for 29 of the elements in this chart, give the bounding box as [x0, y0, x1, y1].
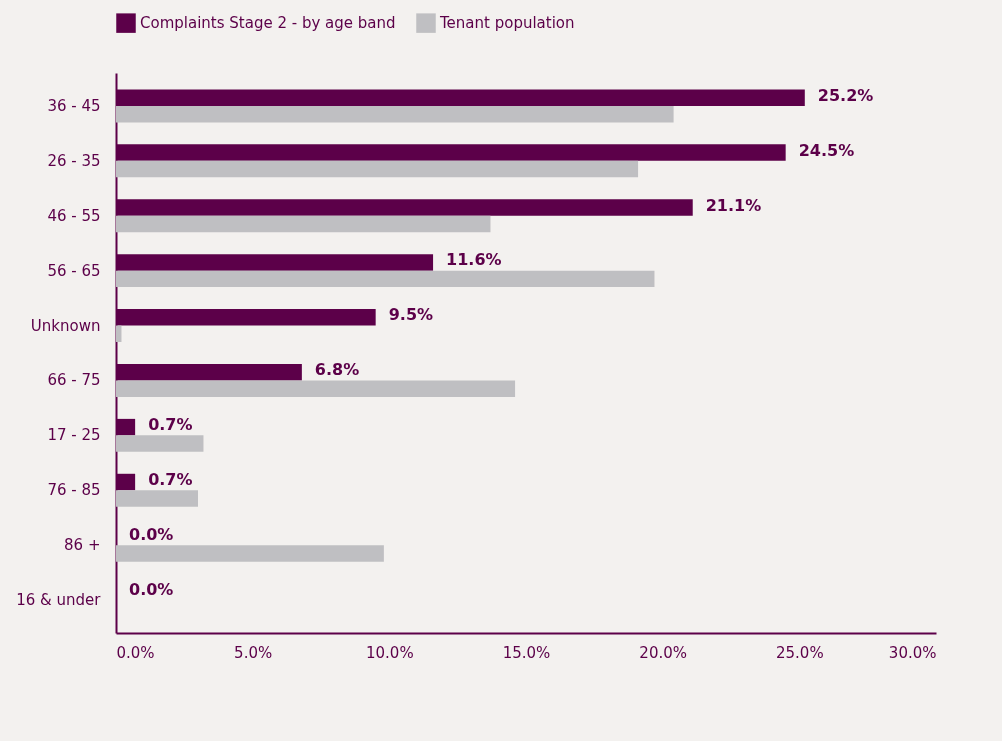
x-tick-label: 20.0%: [639, 643, 687, 662]
data-label: 6.8%: [314, 360, 360, 380]
y-tick-label: 86 +: [64, 536, 101, 555]
data-label: 21.1%: [705, 195, 762, 215]
y-tick-label: 16 & under: [16, 591, 102, 610]
data-label: 11.6%: [446, 250, 502, 270]
y-tick-label: Unknown: [30, 316, 101, 335]
y-tick-label: 17 - 25: [47, 426, 101, 445]
data-label: 0.7%: [148, 415, 193, 435]
x-tick-label: 15.0%: [502, 643, 551, 662]
data-label: 25.2%: [817, 85, 874, 105]
y-tick-label: 66 - 75: [47, 371, 101, 390]
x-tick-label: 10.0%: [366, 643, 414, 662]
x-tick-label: 30.0%: [888, 643, 937, 662]
legend-label: Tenant population: [439, 14, 575, 33]
y-tick-label: 76 - 85: [47, 481, 101, 500]
y-tick-label: 46 - 55: [47, 206, 101, 225]
data-label: 24.5%: [798, 140, 855, 160]
x-tick-label: 0.0%: [116, 643, 155, 662]
x-tick-label: 5.0%: [234, 643, 273, 662]
y-tick-label: 36 - 45: [47, 96, 101, 115]
y-tick-label: 56 - 65: [47, 261, 101, 280]
x-tick-label: 25.0%: [776, 643, 824, 662]
data-label: 9.5%: [388, 305, 434, 325]
legend-label: Complaints Stage 2 - by age band: [140, 14, 396, 33]
data-label: 0.0%: [129, 579, 174, 599]
data-label: 0.0%: [129, 524, 174, 544]
data-label: 0.7%: [148, 470, 193, 490]
y-tick-label: 26 - 35: [47, 151, 101, 170]
